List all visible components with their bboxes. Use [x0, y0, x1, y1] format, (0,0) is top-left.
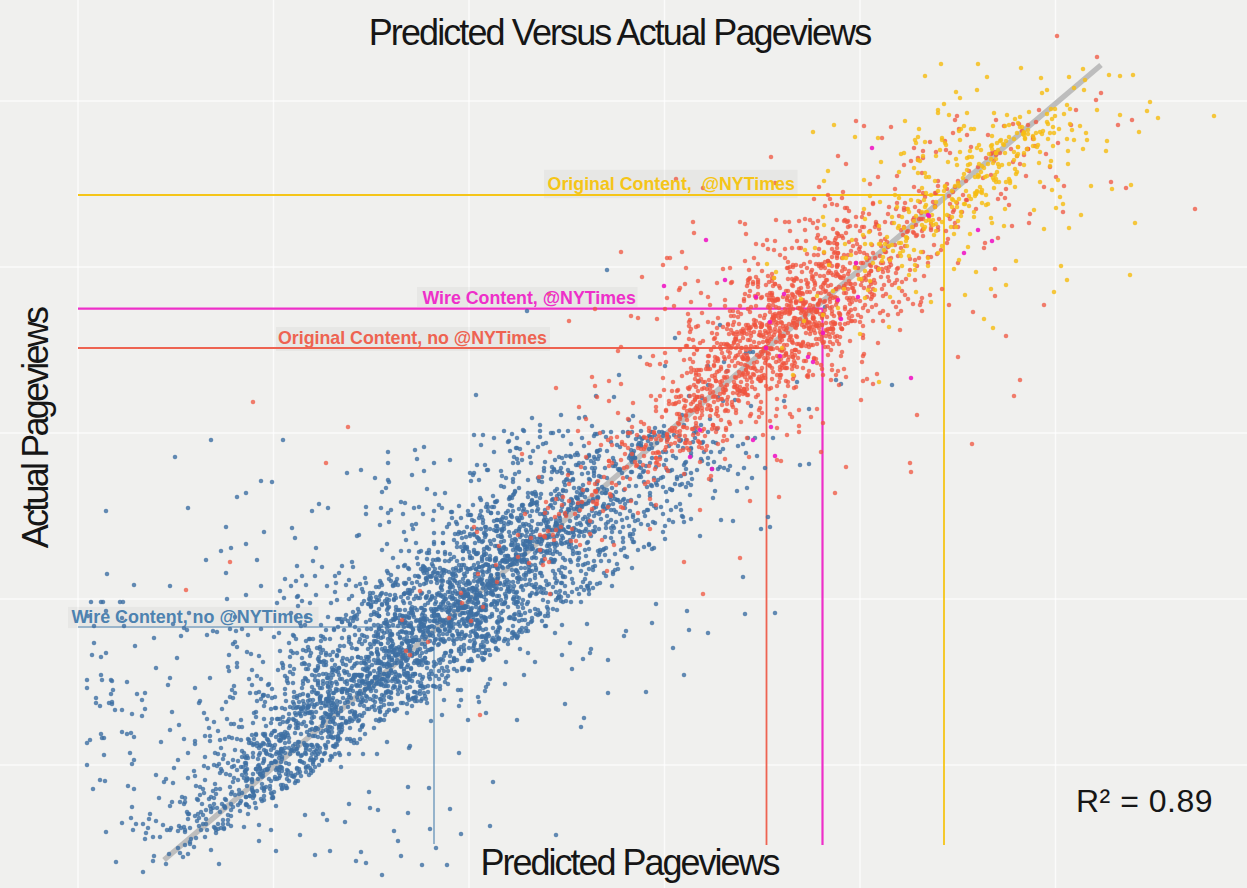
svg-text:Actual Pageviews: Actual Pageviews: [15, 307, 56, 548]
svg-text:Predicted Pageviews: Predicted Pageviews: [480, 842, 779, 883]
svg-text:Original Content, no @NYTimes: Original Content, no @NYTimes: [278, 328, 547, 348]
svg-text:Wire Content, no @NYTimes: Wire Content, no @NYTimes: [72, 607, 314, 627]
svg-text:R² = 0.89: R² = 0.89: [1076, 783, 1213, 819]
svg-text:Original Content, @NYTimes: Original Content, @NYTimes: [548, 174, 795, 194]
svg-text:Predicted Versus Actual Pagevi: Predicted Versus Actual Pageviews: [369, 12, 872, 53]
svg-text:Wire Content, @NYTimes: Wire Content, @NYTimes: [422, 288, 636, 308]
